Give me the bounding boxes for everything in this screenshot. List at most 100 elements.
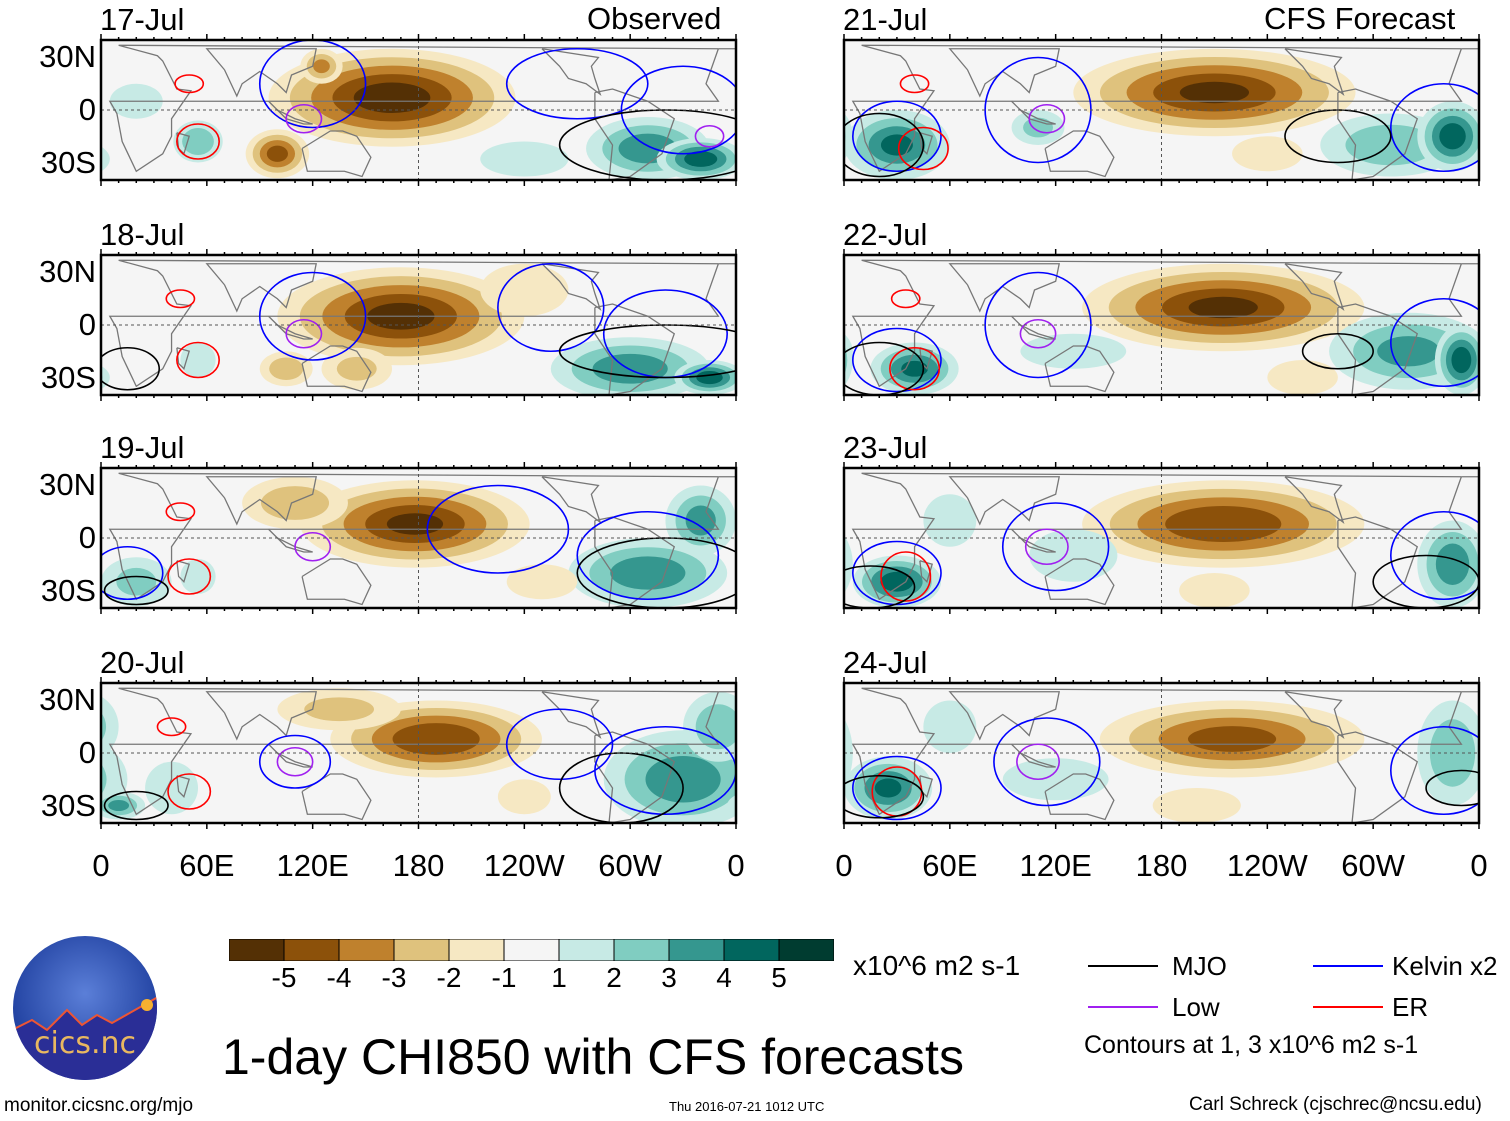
anomaly-shading — [923, 700, 977, 753]
anomaly-shading — [1489, 764, 1510, 812]
coastline — [541, 263, 602, 312]
site-url[interactable]: monitor.cicsnc.org/mjo — [4, 1095, 194, 1116]
coastline — [1044, 345, 1115, 393]
colorbar-tick-label: -2 — [436, 962, 462, 993]
anomaly-shading — [804, 123, 830, 149]
lon-tick-label: 180 — [392, 848, 445, 883]
mjo-contour — [844, 565, 916, 608]
anomaly-shading — [1491, 118, 1510, 172]
mjo-contour — [1425, 769, 1479, 807]
anomaly-shading — [1505, 343, 1510, 396]
anomaly-shading — [1029, 529, 1118, 582]
anomaly-shading — [844, 535, 853, 594]
colorbar-tick-label: 2 — [606, 962, 622, 993]
mjo-contour — [101, 346, 160, 391]
lat-tick-label: 30N — [39, 254, 96, 289]
coastline — [948, 48, 1060, 98]
kelvin-contour — [852, 327, 942, 393]
colorbar-swatch — [338, 939, 395, 961]
lon-tick-label: 0 — [1470, 848, 1488, 883]
anomaly-shading — [645, 756, 721, 803]
anomaly-shading — [336, 356, 377, 381]
anomaly-shading — [101, 146, 110, 172]
anomaly-shading — [801, 544, 834, 585]
map-panel-23-Jul — [842, 462, 1481, 614]
anomaly-shading — [386, 513, 444, 535]
kelvin-contour — [505, 708, 614, 781]
colorbar-swatch — [613, 939, 670, 961]
anomaly-shading — [780, 762, 833, 815]
logo-wordmark: cics.nc — [34, 1026, 136, 1061]
anomaly-shading — [101, 696, 119, 758]
lat-tick-label: 30S — [40, 145, 96, 180]
legend-kelvin: Kelvin x2 — [1392, 951, 1498, 981]
lat-tick-label: 30N — [39, 467, 96, 502]
coastline — [108, 472, 720, 601]
anomaly-shading — [923, 494, 977, 547]
anomaly-shading — [1188, 296, 1258, 319]
anomaly-shading — [685, 505, 716, 536]
anomaly-shading — [592, 353, 668, 384]
panel-date: 21-Jul — [843, 2, 928, 37]
forecast-label: CFS Forecast — [1264, 1, 1456, 36]
coastline — [1337, 516, 1419, 608]
anomaly-shading — [811, 340, 842, 381]
coastline — [108, 44, 720, 173]
er-contour — [167, 773, 212, 810]
anomaly-shading — [792, 532, 844, 596]
map-panel-20-Jul — [99, 677, 738, 829]
er-contour — [176, 123, 220, 160]
lon-tick-label: 0 — [835, 848, 853, 883]
anomaly-shading — [1479, 757, 1510, 820]
anomaly-shading — [1435, 543, 1470, 585]
anomaly-shading — [844, 345, 848, 375]
anomaly-shading — [266, 145, 288, 162]
anomaly-shading — [101, 712, 107, 741]
mjo-contour — [844, 774, 925, 819]
contour-note: Contours at 1, 3 x10^6 m2 s-1 — [1084, 1031, 1419, 1059]
anomaly-shading — [108, 799, 130, 812]
low-contour — [1019, 318, 1057, 349]
anomaly-shading — [1506, 566, 1510, 597]
er-contour — [897, 126, 949, 171]
anomaly-shading — [304, 697, 375, 722]
er-contour — [899, 74, 930, 94]
low-contour — [1016, 743, 1060, 781]
er-contour — [167, 558, 212, 595]
anomaly-shading — [480, 141, 569, 177]
anomaly-shading — [1187, 726, 1277, 752]
map-panel-17-Jul — [99, 34, 738, 186]
coastline — [1337, 303, 1419, 395]
coastline — [541, 691, 602, 740]
mjo-contour — [103, 790, 169, 821]
panel-date: 23-Jul — [843, 430, 928, 465]
colorbar-swatch — [778, 939, 834, 961]
anomaly-shading — [844, 333, 853, 387]
lat-tick-label: 0 — [78, 735, 96, 770]
anomaly-shading — [1504, 126, 1510, 163]
anomaly-shading — [1232, 136, 1303, 172]
low-contour — [694, 124, 725, 148]
lat-tick-label: 0 — [78, 307, 96, 342]
anomaly-shading — [797, 116, 838, 157]
anomaly-shading — [1165, 505, 1282, 543]
coastline — [1044, 773, 1115, 821]
colorbar-swatch — [558, 939, 615, 961]
coastline — [594, 516, 676, 608]
mjo-line-swatch — [1088, 965, 1158, 967]
anomaly-shading — [182, 128, 214, 155]
coastline — [919, 132, 934, 155]
coastline — [108, 687, 720, 816]
anomaly-shading — [880, 134, 913, 156]
panel-date: 20-Jul — [100, 645, 185, 680]
map-panel-19-Jul — [99, 462, 738, 614]
coastline — [594, 303, 676, 395]
anomaly-shading — [1002, 758, 1109, 801]
low-contour — [1024, 528, 1069, 566]
er-contour — [165, 289, 196, 309]
anomaly-shading — [695, 704, 736, 750]
colorbar-tick-label: -5 — [271, 962, 297, 993]
lat-tick-label: 0 — [78, 520, 96, 555]
legend-er: ER — [1392, 992, 1429, 1022]
